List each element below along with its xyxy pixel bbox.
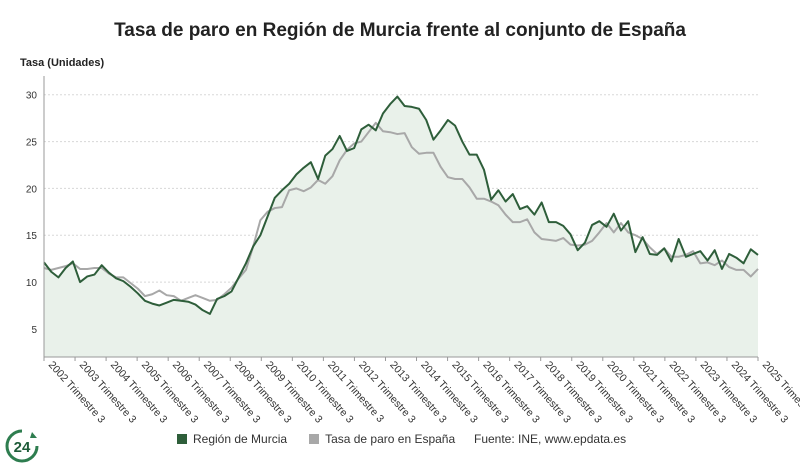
legend-swatch-espana [309,434,320,444]
series-line-murcia [43,95,759,315]
x-tick-label: 2018 Trimestre 3 [542,359,604,426]
x-tick-label: 2006 Trimestre 3 [170,359,232,426]
source-note: Fuente: INE, www.epdata.es [474,432,627,446]
x-tick-label: 2009 Trimestre 3 [263,359,325,426]
area-fill-murcia [44,96,758,358]
series-line-espana [43,121,759,302]
svg-text:24: 24 [14,439,31,456]
series-lines [43,95,759,315]
x-tick-label: 2017 Trimestre 3 [511,359,573,426]
x-tick-label: 2019 Trimestre 3 [574,359,636,426]
x-tick-label: 2014 Trimestre 3 [418,359,480,426]
x-tick-label: 2021 Trimestre 3 [636,359,698,426]
x-tick-label: 2013 Trimestre 3 [387,359,449,426]
x-tick-label: 2011 Trimestre 3 [325,359,386,425]
x-tick-label: 2020 Trimestre 3 [605,359,667,426]
x-tick-label: 2016 Trimestre 3 [480,359,542,426]
x-tick-label: 2022 Trimestre 3 [667,359,729,426]
y-tick-label: 30 [26,91,38,102]
x-tick-label: 2012 Trimestre 3 [356,359,418,426]
y-tick-label: 20 [26,184,38,195]
y-tick-label: 5 [31,325,37,336]
x-tick-label: 2005 Trimestre 3 [139,359,201,426]
chart-title: Tasa de paro en Región de Murcia frente … [114,20,686,41]
area-fill [44,96,758,358]
x-tick-label: 2023 Trimestre 3 [698,359,760,426]
legend: Región de Murcia Tasa de paro en España [177,432,477,446]
x-tick-label: 2003 Trimestre 3 [77,359,139,426]
y-tick-label: 25 [26,138,38,149]
x-tick-label: 2002 Trimestre 3 [46,359,108,426]
x-tick-label: 2007 Trimestre 3 [201,359,263,426]
x-tick-label: 2008 Trimestre 3 [232,359,294,426]
legend-item-murcia[interactable]: Región de Murcia [177,432,287,446]
legend-swatch-murcia [177,434,187,444]
y-tick-label: 10 [26,278,38,289]
legend-item-espana[interactable]: Tasa de paro en España [309,432,455,446]
x-tick-label: 2015 Trimestre 3 [449,359,511,426]
y-tick-label: 15 [26,231,38,242]
legend-label-murcia: Región de Murcia [193,432,288,446]
x-tick-label: 2024 Trimestre 3 [729,359,791,426]
x-tick-label: 2004 Trimestre 3 [108,359,170,426]
brand-logo-24: 24 [5,429,39,463]
y-axis-title: Tasa (Unidades) [20,57,105,69]
legend-label-espana: Tasa de paro en España [325,432,456,446]
x-tick-label: 2010 Trimestre 3 [294,359,356,426]
